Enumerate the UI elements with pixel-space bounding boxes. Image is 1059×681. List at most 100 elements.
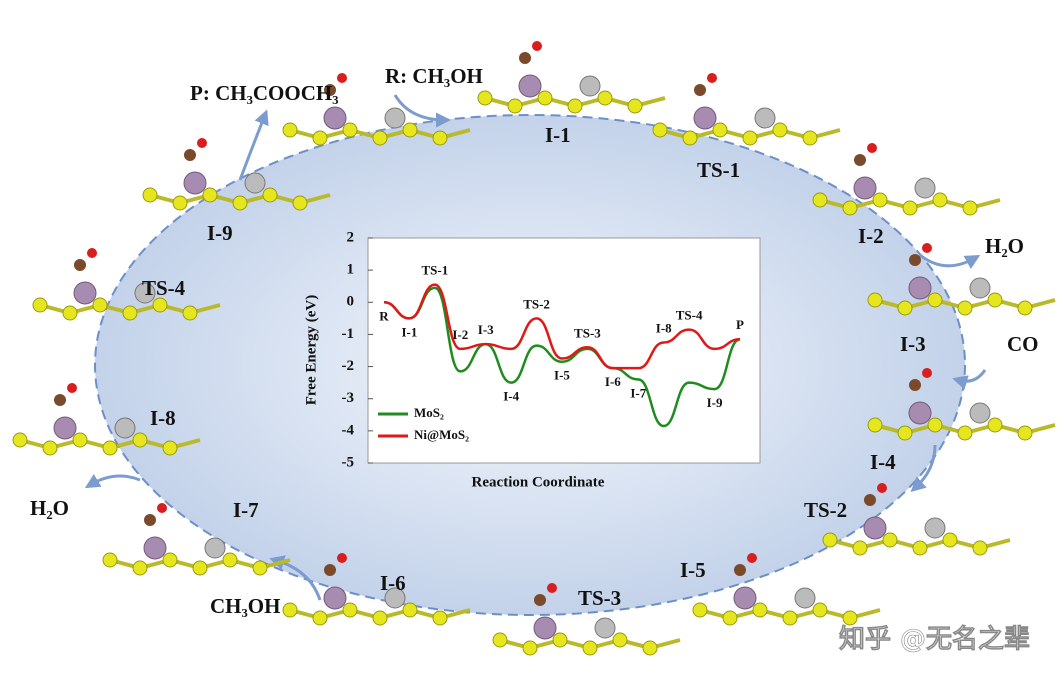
- atom: [62, 305, 78, 321]
- atom: [909, 254, 921, 266]
- atom: [932, 192, 948, 208]
- atom: [594, 617, 616, 639]
- atom: [337, 553, 347, 563]
- state-label: I-4: [503, 389, 519, 404]
- atom: [42, 440, 58, 456]
- state-label: R: [379, 308, 389, 323]
- atom: [712, 122, 728, 138]
- atom: [752, 602, 768, 618]
- atom: [324, 564, 336, 576]
- atom: [802, 130, 818, 146]
- cycle-label: I-8: [150, 406, 176, 430]
- cycle-label: I-4: [870, 450, 896, 474]
- atom: [324, 84, 336, 96]
- cycle-label: I-3: [900, 332, 926, 356]
- state-label: TS-3: [574, 325, 601, 340]
- state-label: I-5: [554, 368, 570, 383]
- atom: [854, 154, 866, 166]
- atom: [897, 425, 913, 441]
- cycle-label: TS-1: [697, 158, 740, 182]
- atom: [522, 640, 538, 656]
- atom: [987, 292, 1003, 308]
- atom: [747, 553, 757, 563]
- atom: [972, 540, 988, 556]
- atom: [323, 106, 347, 130]
- atom: [812, 602, 828, 618]
- atom: [962, 200, 978, 216]
- atom: [67, 383, 77, 393]
- atom: [152, 297, 168, 313]
- cycle-label: H₂O: [30, 496, 69, 520]
- atom: [337, 73, 347, 83]
- atom: [432, 130, 448, 146]
- y-axis-label: Free Energy (eV): [303, 295, 319, 406]
- watermark: 知乎 @无名之辈: [839, 624, 1030, 655]
- atom: [922, 243, 932, 253]
- cycle-label: I-6: [380, 571, 406, 595]
- legend-label: MoS₂: [414, 405, 444, 420]
- atom: [134, 282, 156, 304]
- atom: [909, 379, 921, 391]
- atom: [162, 552, 178, 568]
- series-line: [383, 286, 741, 428]
- atom: [902, 200, 918, 216]
- atom: [114, 417, 136, 439]
- y-tick-label: 2: [347, 229, 355, 245]
- atom: [582, 640, 598, 656]
- state-label: TS-4: [676, 308, 703, 323]
- y-tick-label: -1: [342, 326, 355, 342]
- atom: [692, 602, 708, 618]
- atom: [32, 297, 48, 313]
- atom: [372, 610, 388, 626]
- atom: [102, 440, 118, 456]
- atom: [987, 417, 1003, 433]
- atom: [142, 187, 158, 203]
- atom: [143, 536, 167, 560]
- atom: [863, 516, 887, 540]
- atom: [312, 610, 328, 626]
- state-label: I-7: [630, 385, 646, 400]
- atom: [292, 195, 308, 211]
- atom: [864, 494, 876, 506]
- atom: [312, 130, 328, 146]
- atom: [132, 560, 148, 576]
- atom: [567, 98, 583, 114]
- atom: [222, 552, 238, 568]
- atom: [402, 122, 418, 138]
- atom: [842, 200, 858, 216]
- atom: [842, 610, 858, 626]
- atom: [867, 417, 883, 433]
- atom: [552, 632, 568, 648]
- state-label: I-8: [656, 320, 672, 335]
- cycle-label: I-9: [207, 221, 233, 245]
- state-label: I-2: [452, 327, 468, 342]
- atom: [73, 281, 97, 305]
- atom: [323, 586, 347, 610]
- atom: [534, 594, 546, 606]
- cycle-label: TS-3: [578, 586, 621, 610]
- cycle-label: I-2: [858, 224, 884, 248]
- atom: [54, 394, 66, 406]
- atom: [754, 107, 776, 129]
- atom: [822, 532, 838, 548]
- atom: [53, 416, 77, 440]
- atom: [197, 138, 207, 148]
- atom: [927, 292, 943, 308]
- atom: [507, 98, 523, 114]
- cycle-label: CH₃OH: [210, 594, 280, 618]
- atom: [867, 292, 883, 308]
- molecules: [12, 41, 1056, 656]
- atom: [882, 532, 898, 548]
- atom: [252, 560, 268, 576]
- atom: [537, 90, 553, 106]
- atom: [384, 107, 406, 129]
- state-label: I-9: [707, 395, 723, 410]
- atom: [627, 98, 643, 114]
- atom: [733, 586, 757, 610]
- atom: [204, 537, 226, 559]
- atom: [232, 195, 248, 211]
- atom: [532, 41, 542, 51]
- atom: [132, 432, 148, 448]
- atom: [579, 75, 601, 97]
- atom: [102, 552, 118, 568]
